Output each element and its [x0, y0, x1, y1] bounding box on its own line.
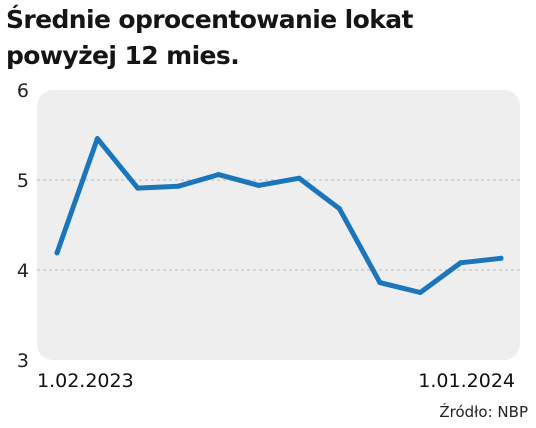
y-tick-label-6: 6: [17, 80, 29, 102]
plot-background: [37, 90, 520, 360]
series-layer: [54, 136, 504, 295]
x-tick-label-end: 1.01.2024: [418, 370, 515, 392]
data-point-2024-01: [498, 255, 504, 261]
data-point-2023-12: [458, 260, 464, 266]
x-tick-label-start: 1.02.2023: [37, 370, 134, 392]
chart-title-line-2: powyżej 12 mies.: [6, 41, 240, 70]
data-point-2023-11: [417, 290, 423, 295]
data-point-2023-10: [377, 280, 383, 286]
y-tick-label-5: 5: [17, 170, 29, 192]
data-point-2023-09: [337, 206, 343, 212]
data-point-2023-02: [54, 250, 60, 256]
data-point-2023-03: [94, 136, 100, 142]
x-axis-ticks: 1.02.2023 1.01.2024: [37, 370, 515, 392]
data-point-2023-08: [296, 175, 302, 181]
data-point-2023-05: [175, 183, 181, 189]
chart-title-line-1: Średnie oprocentowanie lokat: [6, 5, 413, 34]
chart-title: Średnie oprocentowanie lokat powyżej 12 …: [6, 2, 526, 74]
data-point-2023-04: [135, 185, 141, 191]
series-line-0: [54, 136, 504, 295]
data-point-2023-06: [215, 172, 221, 178]
y-axis-ticks: 3 4 5 6: [17, 80, 29, 372]
y-tick-label-3: 3: [17, 350, 29, 372]
source-note: Źródło: NBP: [439, 403, 528, 421]
y-tick-label-4: 4: [17, 260, 29, 282]
data-point-2023-07: [256, 182, 262, 188]
